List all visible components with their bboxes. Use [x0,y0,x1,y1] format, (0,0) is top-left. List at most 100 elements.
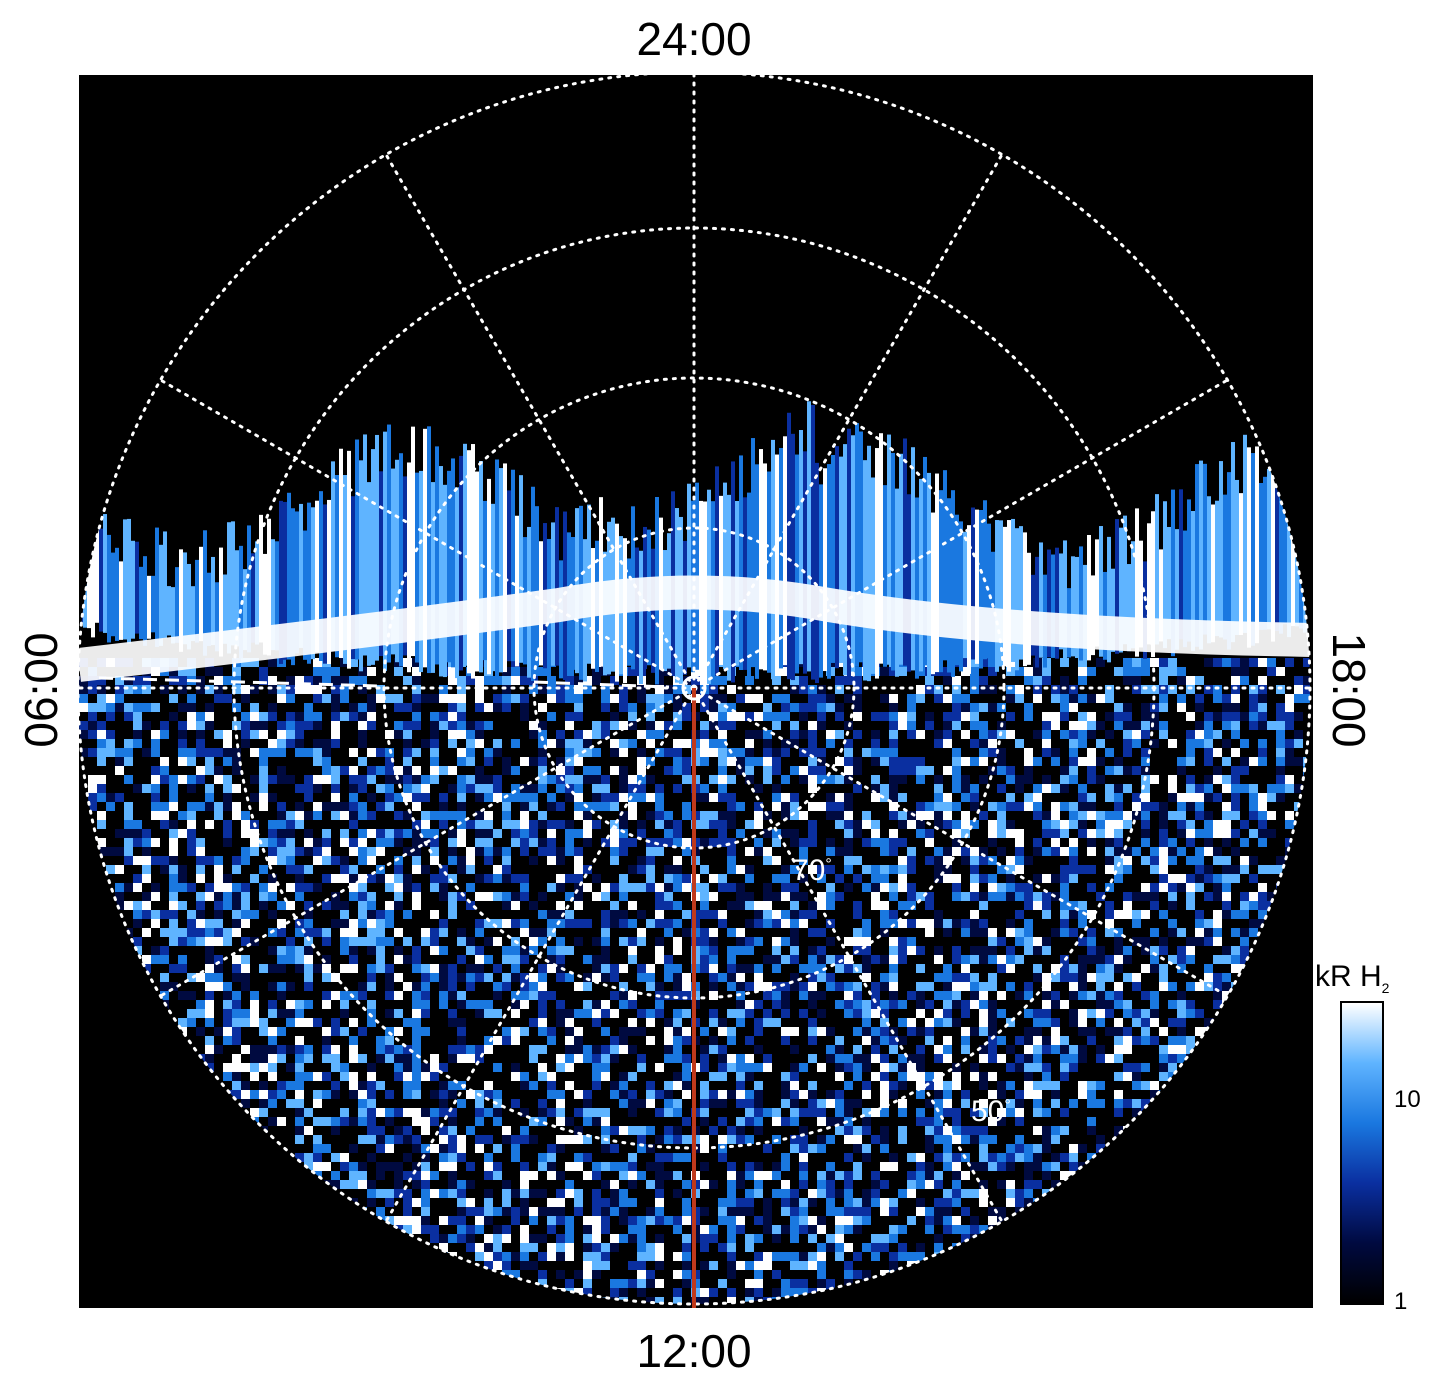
emission-cell [556,1198,565,1207]
emission-cell [619,991,628,1000]
emission-cell [835,1216,844,1225]
emission-cell [340,1009,349,1018]
emission-cell [754,1018,763,1027]
emission-cell [358,1162,367,1171]
emission-cell [250,1009,259,1018]
emission-cell [583,1045,592,1054]
emission-cell [1222,811,1231,820]
oval-streak [223,574,227,644]
oval-streak [787,412,791,680]
emission-cell [376,685,385,694]
emission-cell [988,1153,997,1162]
oval-streak [739,455,743,671]
emission-cell [772,793,781,802]
emission-cell [601,694,610,703]
emission-cell [250,829,259,838]
emission-cell [430,946,439,955]
emission-cell [700,928,709,937]
emission-cell [601,892,610,901]
emission-cell [1114,847,1123,856]
emission-cell [997,766,1006,775]
emission-cell [403,1081,412,1090]
emission-cell [1267,658,1276,667]
emission-cell [439,892,448,901]
emission-cell [835,955,844,964]
emission-cell [340,712,349,721]
emission-cell [979,721,988,730]
emission-cell [1141,937,1150,946]
emission-cell [808,1099,817,1108]
emission-cell [997,1090,1006,1099]
emission-cell [1213,874,1222,883]
emission-cell [1060,1000,1069,1009]
emission-cell [1060,1108,1069,1117]
oval-streak [395,459,399,663]
emission-cell [1204,847,1213,856]
emission-cell [133,730,142,739]
oval-streak [1107,536,1111,663]
emission-cell [241,919,250,928]
emission-cell [664,1171,673,1180]
emission-cell [1141,910,1150,919]
emission-cell [439,928,448,937]
emission-cell [889,1234,898,1243]
emission-cell [304,829,313,838]
emission-cell [457,1216,466,1225]
emission-cell [907,892,916,901]
emission-cell [610,1180,619,1189]
emission-cell [457,730,466,739]
emission-cell [565,1225,574,1234]
emission-cell [628,1000,637,1009]
emission-cell [853,874,862,883]
emission-cell [1141,802,1150,811]
emission-cell [1303,694,1310,703]
emission-cell [385,838,394,847]
emission-cell [718,820,727,829]
emission-cell [1105,730,1114,739]
emission-cell [1033,946,1042,955]
emission-cell [106,712,115,721]
emission-cell [916,1027,925,1036]
emission-cell [934,991,943,1000]
emission-cell [475,703,484,712]
emission-cell [799,712,808,721]
emission-cell [1312,703,1313,712]
emission-cell [538,1009,547,1018]
emission-cell [205,784,214,793]
emission-cell [457,973,466,982]
emission-cell [754,1000,763,1009]
emission-cell [871,982,880,991]
emission-cell [304,811,313,820]
emission-cell [853,1225,862,1234]
oval-streak [907,494,911,672]
oval-streak [107,534,111,643]
emission-cell [106,748,115,757]
oval-streak [1131,541,1135,649]
emission-cell [286,1081,295,1090]
oval-streak [867,445,871,682]
emission-cell [403,883,412,892]
emission-cell [808,820,817,829]
emission-cell [1006,793,1015,802]
emission-cell [178,739,187,748]
emission-cell [1123,1027,1132,1036]
emission-cell [547,793,556,802]
emission-cell [871,757,880,766]
emission-cell [340,1063,349,1072]
emission-cell [349,1036,358,1045]
emission-cell [907,883,916,892]
oval-streak [307,502,311,664]
emission-cell [160,802,169,811]
oval-streak [1151,511,1155,658]
oval-streak [1167,526,1171,640]
emission-cell [646,847,655,856]
emission-cell [979,1162,988,1171]
emission-cell [565,919,574,928]
emission-cell [232,811,241,820]
emission-cell [322,802,331,811]
oval-streak [1247,447,1251,648]
emission-cell [655,1189,664,1198]
emission-cell [250,703,259,712]
emission-cell [619,1288,628,1297]
emission-cell [331,676,340,685]
